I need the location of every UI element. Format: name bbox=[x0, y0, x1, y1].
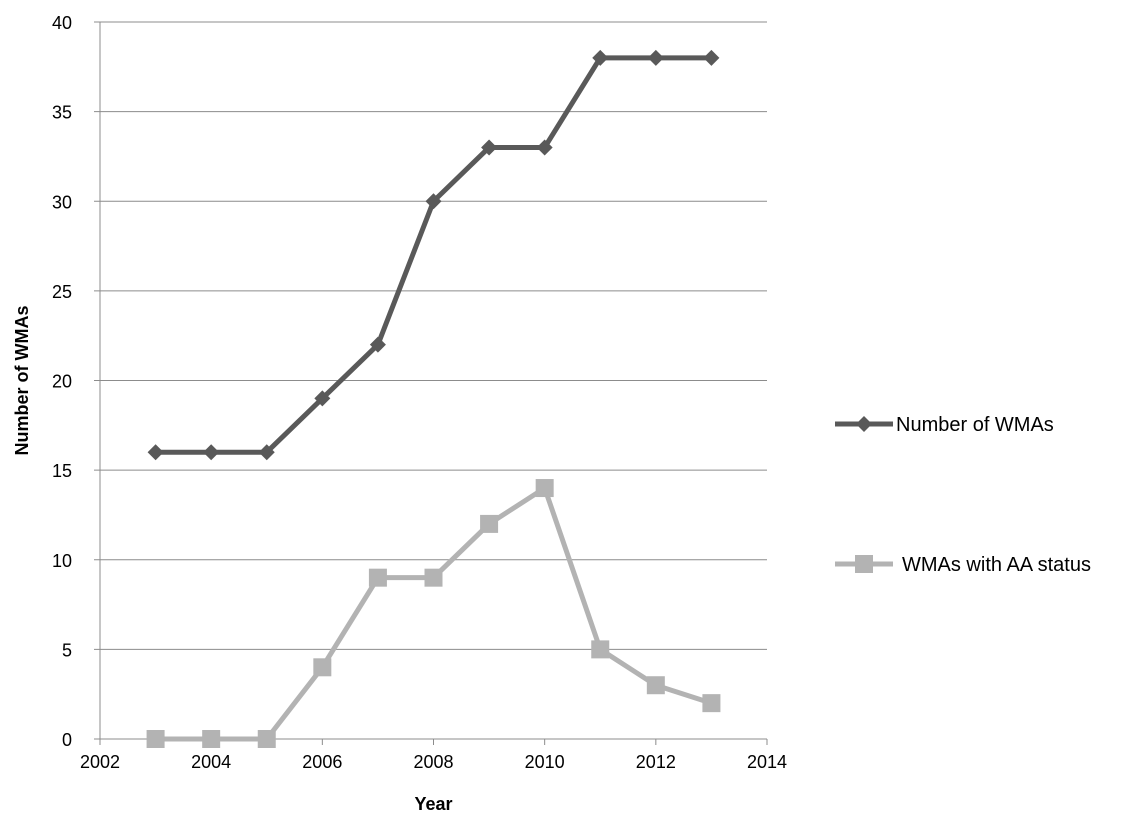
data-point-square bbox=[313, 658, 332, 677]
data-point-square bbox=[202, 730, 221, 748]
y-tick-label: 25 bbox=[52, 282, 72, 302]
x-tick-label: 2010 bbox=[525, 752, 565, 772]
data-point-square bbox=[646, 676, 665, 695]
axes: 0 5 10 15 20 25 30 35 40 2002 2004 2006 2008 2010 2012… bbox=[52, 13, 787, 772]
x-tick-label: 2012 bbox=[636, 752, 676, 772]
data-point-square bbox=[480, 514, 499, 533]
data-point-diamond bbox=[369, 336, 386, 353]
y-tick-label: 10 bbox=[52, 551, 72, 571]
data-point-square bbox=[146, 730, 165, 748]
series-line bbox=[155, 485, 713, 742]
data-point-diamond bbox=[314, 390, 331, 407]
legend-label: Number of WMAs bbox=[896, 414, 1054, 436]
y-axis-title: Number of WMAs bbox=[12, 306, 32, 456]
series-line bbox=[155, 55, 712, 455]
y-tick-label: 30 bbox=[52, 192, 72, 212]
gridlines bbox=[100, 21, 767, 650]
series-1 bbox=[146, 479, 721, 748]
data-point-diamond bbox=[203, 444, 220, 461]
y-tick-label: 20 bbox=[52, 372, 72, 392]
y-tick-label: 15 bbox=[52, 461, 72, 481]
data-point-diamond bbox=[536, 139, 553, 156]
data-point-square bbox=[591, 640, 610, 659]
x-tick-label: 2008 bbox=[413, 752, 453, 772]
data-point-square bbox=[535, 479, 554, 498]
legend-entry-number-of-wmas: Number of WMAs bbox=[835, 414, 1054, 436]
x-tick-label: 2004 bbox=[191, 752, 231, 772]
data-point-square bbox=[368, 568, 387, 587]
data-point-diamond bbox=[147, 444, 164, 461]
data-point-diamond bbox=[592, 49, 609, 66]
legend-label: WMAs with AA status bbox=[902, 554, 1091, 576]
data-point-square bbox=[257, 730, 276, 748]
data-point-diamond bbox=[481, 139, 498, 156]
x-tick-label: 2002 bbox=[80, 752, 120, 772]
legend: Number of WMAs WMAs with AA status bbox=[835, 414, 1091, 576]
y-tick-label: 5 bbox=[62, 640, 72, 660]
legend-entry-wmas-with-aa-status: WMAs with AA status bbox=[835, 554, 1091, 576]
legend-marker-square bbox=[855, 555, 873, 573]
series-layer bbox=[146, 49, 721, 748]
x-tick-label: 2014 bbox=[747, 752, 787, 772]
y-tick-label: 35 bbox=[52, 103, 72, 123]
y-tick-label: 0 bbox=[62, 730, 72, 750]
legend-marker-diamond bbox=[856, 416, 872, 432]
data-point-square bbox=[702, 694, 721, 713]
series-0 bbox=[147, 49, 720, 461]
data-point-diamond bbox=[647, 49, 664, 66]
x-axis-title: Year bbox=[414, 794, 452, 814]
data-point-diamond bbox=[258, 444, 275, 461]
x-tick-label: 2006 bbox=[302, 752, 342, 772]
y-tick-label: 40 bbox=[52, 13, 72, 33]
data-point-square bbox=[424, 568, 443, 587]
data-point-diamond bbox=[703, 49, 720, 66]
data-point-diamond bbox=[425, 193, 442, 210]
